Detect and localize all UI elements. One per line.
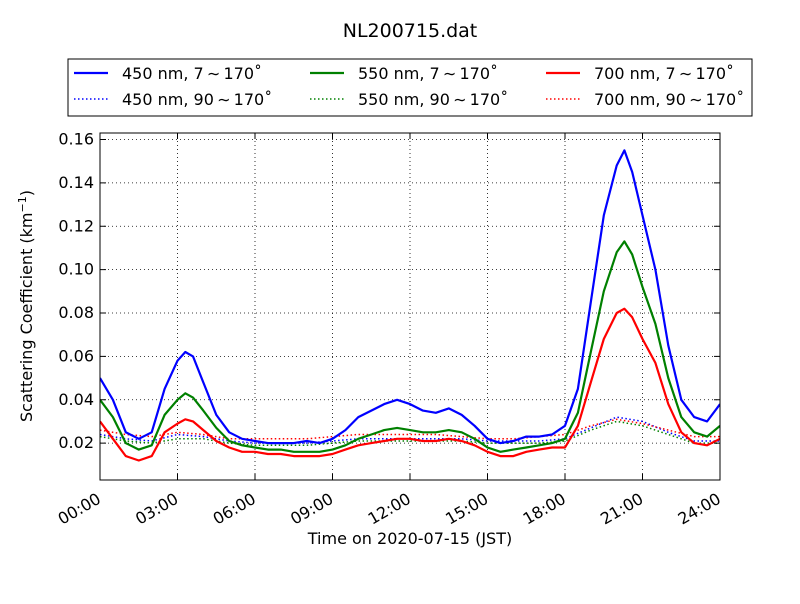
legend-label-3: 450 nm, 90 ∼ 170˚ bbox=[122, 90, 272, 109]
y-axis-label-close: ) bbox=[17, 190, 36, 196]
legend-label-4: 550 nm, 90 ∼ 170˚ bbox=[358, 90, 508, 109]
series-line-1 bbox=[100, 240, 720, 453]
y-axis-label-superscript: −1 bbox=[16, 196, 29, 212]
y-tick-label: 0.16 bbox=[58, 130, 94, 149]
legend-label-1: 550 nm, 7 ∼ 170˚ bbox=[358, 64, 498, 83]
y-axis-label-main: Scattering Coefficient (km bbox=[17, 212, 36, 422]
y-tick-label: 0.12 bbox=[58, 216, 94, 235]
series-line-5 bbox=[100, 418, 720, 440]
y-tick-label: 0.02 bbox=[58, 433, 94, 452]
series-line-0 bbox=[100, 149, 720, 445]
series-group bbox=[100, 149, 720, 462]
series-line-4 bbox=[100, 420, 720, 447]
legend-label-5: 700 nm, 90 ∼ 170˚ bbox=[594, 90, 744, 109]
legend-box bbox=[67, 58, 753, 117]
y-tick-label: 0.08 bbox=[58, 303, 94, 322]
chart-title: NL200715.dat bbox=[343, 20, 478, 42]
legend: 450 nm, 7 ∼ 170˚ 550 nm, 7 ∼ 170˚ 700 nm, … bbox=[67, 58, 753, 117]
y-tick-label: 0.14 bbox=[58, 173, 94, 192]
y-axis-label: Scattering Coefficient (km−1) bbox=[16, 190, 36, 422]
y-tick-label: 0.04 bbox=[58, 390, 94, 409]
y-tick-label: 0.10 bbox=[58, 260, 94, 279]
legend-label-2: 700 nm, 7 ∼ 170˚ bbox=[594, 64, 734, 83]
y-tick-label: 0.06 bbox=[58, 346, 94, 365]
series-line-3 bbox=[100, 416, 720, 444]
series-line-2 bbox=[100, 307, 720, 462]
x-axis-label: Time on 2020-07-15 (JST) bbox=[307, 529, 512, 548]
legend-label-0: 450 nm, 7 ∼ 170˚ bbox=[122, 64, 262, 83]
